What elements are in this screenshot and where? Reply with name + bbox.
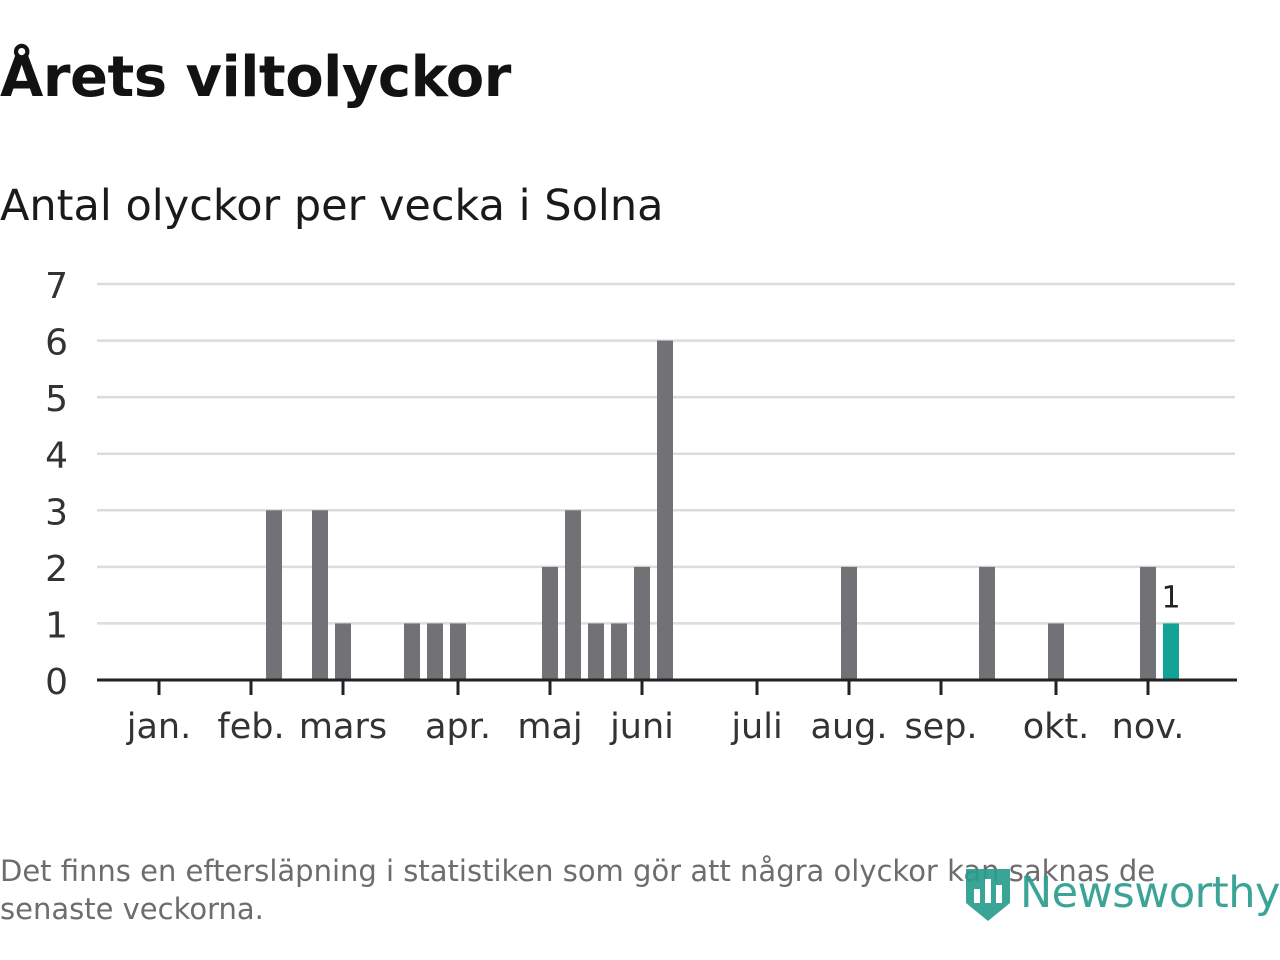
x-tick-label: sep. — [904, 707, 977, 747]
bar — [1048, 623, 1064, 680]
x-tick-label: nov. — [1112, 707, 1185, 747]
y-tick-label: 4 — [45, 436, 68, 477]
x-tick-label: mars — [299, 707, 387, 747]
newsworthy-logo: Newsworthy — [962, 858, 1280, 928]
bar — [1140, 566, 1156, 680]
x-tick-label: jan. — [126, 707, 191, 747]
x-tick-label: aug. — [811, 707, 888, 747]
bar — [588, 623, 604, 680]
bar — [404, 623, 420, 680]
bars — [266, 340, 1179, 680]
bar — [979, 566, 995, 680]
x-tick-label: feb. — [217, 707, 284, 747]
bar — [542, 566, 558, 680]
chart-subtitle: Antal olyckor per vecka i Solna — [0, 181, 664, 231]
bar — [335, 623, 351, 680]
y-tick-label: 2 — [45, 549, 68, 590]
bar — [427, 623, 443, 680]
x-tick-label: juli — [730, 707, 782, 747]
x-tick-label: juni — [609, 707, 674, 747]
y-tick-label: 1 — [45, 605, 68, 646]
bar — [312, 510, 328, 680]
bar — [611, 623, 627, 680]
bar — [450, 623, 466, 680]
y-tick-label: 7 — [45, 266, 68, 307]
x-tick-label: maj — [517, 707, 582, 747]
newsworthy-icon — [966, 869, 1010, 921]
bar-chart: 0 1 2 3 4 5 6 7 jan. feb. mars apr. maj juni juli aug.… — [45, 266, 1237, 747]
bar-current-week — [1163, 623, 1179, 680]
data-labels: 1 — [1161, 580, 1180, 615]
y-tick-label: 5 — [45, 379, 68, 420]
bar — [266, 510, 282, 680]
y-axis-ticks: 0 1 2 3 4 5 6 7 — [45, 266, 68, 703]
bar — [657, 340, 673, 680]
chart-title: Årets viltolyckor — [0, 45, 511, 110]
x-axis: jan. feb. mars apr. maj juni juli aug. sep. okt. n… — [97, 678, 1237, 747]
data-label: 1 — [1161, 580, 1180, 615]
newsworthy-wordmark: Newsworthy — [1020, 868, 1280, 918]
bar — [841, 566, 857, 680]
y-tick-label: 6 — [45, 323, 68, 364]
bar — [565, 510, 581, 680]
x-tick-label: apr. — [425, 707, 491, 747]
x-tick-label: okt. — [1023, 707, 1090, 747]
y-tick-label: 3 — [45, 492, 68, 533]
y-tick-label: 0 — [45, 662, 68, 703]
footnote: Det finns en eftersläpning i statistiken… — [0, 854, 1156, 926]
bar — [634, 566, 650, 680]
